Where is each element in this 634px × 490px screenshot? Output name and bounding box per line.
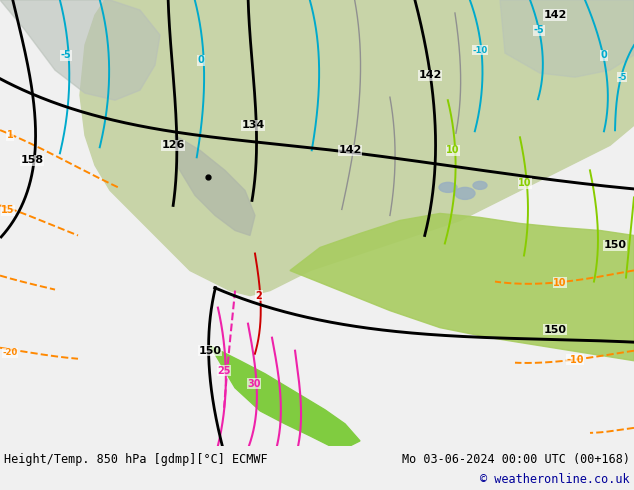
- Text: -5: -5: [534, 25, 545, 35]
- Text: 15: 15: [1, 205, 15, 216]
- Text: -5: -5: [61, 50, 72, 60]
- Text: © weatheronline.co.uk: © weatheronline.co.uk: [481, 473, 630, 487]
- Polygon shape: [210, 346, 360, 446]
- Text: 126: 126: [161, 140, 184, 150]
- Text: 150: 150: [604, 241, 626, 250]
- Ellipse shape: [473, 181, 487, 189]
- Text: 150: 150: [543, 325, 567, 335]
- Text: 150: 150: [198, 346, 221, 356]
- Text: 25: 25: [217, 366, 231, 376]
- Text: 142: 142: [418, 70, 442, 80]
- Text: Mo 03-06-2024 00:00 UTC (00+168): Mo 03-06-2024 00:00 UTC (00+168): [402, 453, 630, 466]
- Text: -10: -10: [566, 355, 584, 365]
- Polygon shape: [0, 0, 160, 100]
- Text: Height/Temp. 850 hPa [gdmp][°C] ECMWF: Height/Temp. 850 hPa [gdmp][°C] ECMWF: [4, 453, 268, 466]
- Text: -10: -10: [472, 46, 488, 54]
- Ellipse shape: [455, 187, 475, 199]
- Text: 134: 134: [242, 120, 264, 130]
- Text: -20: -20: [3, 348, 18, 357]
- Polygon shape: [290, 214, 634, 361]
- Text: 2: 2: [256, 291, 262, 300]
- Text: 30: 30: [247, 379, 261, 389]
- Text: 142: 142: [339, 146, 361, 155]
- Text: 1: 1: [6, 130, 13, 140]
- Polygon shape: [175, 135, 255, 236]
- Text: 158: 158: [20, 155, 44, 165]
- Text: 0: 0: [198, 55, 204, 65]
- Ellipse shape: [439, 182, 457, 193]
- Text: 0: 0: [600, 50, 607, 60]
- Polygon shape: [500, 0, 634, 77]
- Text: -5: -5: [618, 73, 627, 82]
- Text: 10: 10: [518, 178, 532, 188]
- Text: 10: 10: [446, 146, 460, 155]
- Polygon shape: [80, 0, 634, 295]
- Text: 10: 10: [553, 277, 567, 288]
- Text: 142: 142: [543, 10, 567, 20]
